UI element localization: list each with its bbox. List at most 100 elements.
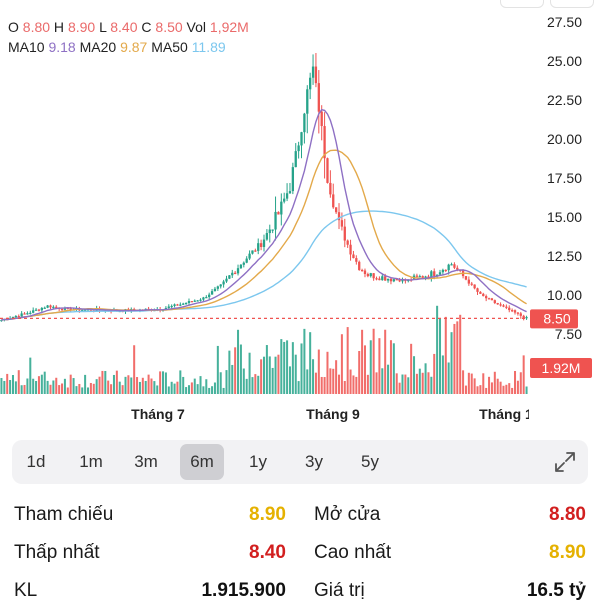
volume-bar: [46, 380, 49, 394]
low-value: 8.40: [110, 19, 138, 35]
candle-body: [233, 272, 237, 274]
volume-bar: [361, 329, 364, 394]
volume-bar: [369, 340, 372, 394]
candlestick-chart: 27.50 25.00 22.50 20.00 17.50 15.00 12.50 10.00…: [0, 14, 592, 422]
volume-bar: [205, 379, 208, 394]
candle-body: [83, 309, 87, 311]
candle-body: [205, 297, 208, 299]
candle-body: [470, 283, 473, 285]
top-button[interactable]: [550, 0, 594, 8]
volume-bar: [467, 372, 470, 394]
candle-body: [0, 319, 3, 322]
candle-body: [510, 310, 514, 312]
volume-bar: [228, 350, 231, 394]
range-5y[interactable]: 5y: [361, 452, 379, 471]
candle-body: [485, 296, 488, 299]
volume-bar: [262, 356, 266, 394]
candle-body: [444, 269, 447, 272]
candle-body: [508, 307, 511, 311]
candle-body: [34, 309, 38, 311]
volume-bar: [17, 370, 20, 394]
candle-body: [254, 250, 257, 252]
volume-bar: [6, 373, 9, 394]
volume-bar: [329, 368, 332, 394]
volume-bar: [84, 374, 87, 394]
volume-bar: [89, 382, 92, 394]
candle-body: [297, 145, 300, 152]
volume-bar: [153, 381, 156, 394]
volume-bar: [297, 381, 300, 394]
volume-bar: [69, 374, 72, 394]
candle-body: [519, 313, 522, 316]
volume-bar: [277, 354, 280, 394]
candle-body: [291, 167, 295, 192]
volume-bar: [20, 385, 23, 394]
candle-body: [401, 279, 404, 282]
candle-body: [306, 89, 309, 114]
volume-bar: [124, 376, 127, 394]
volume-bar: [92, 383, 95, 394]
close-label: C: [141, 19, 152, 35]
volume-bar: [213, 382, 216, 394]
candle-body: [355, 258, 358, 262]
volume-bar: [268, 356, 271, 394]
volume-bar: [107, 380, 110, 394]
volume-bar: [314, 372, 317, 394]
candle-body: [271, 229, 274, 231]
volume-bar: [156, 385, 159, 394]
candle-body: [257, 243, 260, 251]
x-axis-label: Tháng 7: [131, 406, 185, 422]
candle-body: [81, 309, 84, 311]
volume-bar: [26, 378, 29, 394]
candle-body: [441, 269, 445, 273]
candle-body: [490, 298, 494, 301]
price-chart[interactable]: 27.50 25.00 22.50 20.00 17.50 15.00 12.50 10.00…: [0, 0, 600, 432]
candle-body: [473, 284, 476, 289]
range-3y[interactable]: 3y: [305, 452, 323, 471]
range-6m[interactable]: 6m: [180, 444, 224, 480]
volume-bar: [260, 359, 263, 394]
candle-body: [309, 77, 312, 90]
y-tick-label: 12.50: [547, 248, 582, 264]
candle-body: [358, 261, 361, 270]
volume-bar: [309, 332, 312, 394]
x-axis-label: Tháng 1: [479, 406, 533, 422]
candle-body: [228, 275, 231, 279]
range-1d[interactable]: 1d: [26, 452, 46, 471]
volume-bar: [398, 382, 401, 394]
trade-value-label: Giá trị: [314, 580, 365, 600]
open-label: O: [8, 19, 19, 35]
candle-body: [210, 291, 214, 295]
candle-body: [164, 307, 168, 310]
range-3m[interactable]: 3m: [134, 452, 158, 471]
range-1y[interactable]: 1y: [249, 452, 267, 471]
volume-bar: [323, 377, 326, 394]
volume-bar: [338, 374, 341, 394]
expand-icon[interactable]: [552, 449, 578, 475]
candle-body: [505, 306, 508, 308]
volume-bar: [505, 384, 508, 394]
candle-body: [14, 316, 18, 318]
candle-body: [46, 305, 49, 308]
candle-body: [320, 111, 323, 127]
volume-bar: [222, 387, 225, 394]
candle-body: [427, 276, 430, 278]
volume-bar: [11, 375, 14, 394]
volume-bar: [104, 370, 107, 394]
candle-body: [202, 297, 205, 300]
range-1m[interactable]: 1m: [79, 452, 103, 471]
volume-bar: [159, 371, 162, 394]
candle-body: [317, 83, 320, 112]
volume-bar: [72, 378, 75, 394]
candle-body: [32, 310, 35, 313]
volume-bar: [179, 370, 182, 394]
top-button[interactable]: [500, 0, 544, 8]
volume-bar: [485, 387, 488, 394]
candle-body: [513, 310, 517, 313]
candle-body: [433, 271, 436, 277]
volume-bar: [320, 376, 323, 394]
volume-bar: [173, 383, 176, 394]
candle-body: [502, 305, 505, 307]
volume-bar: [40, 374, 43, 394]
y-tick-label: 25.00: [547, 53, 582, 69]
